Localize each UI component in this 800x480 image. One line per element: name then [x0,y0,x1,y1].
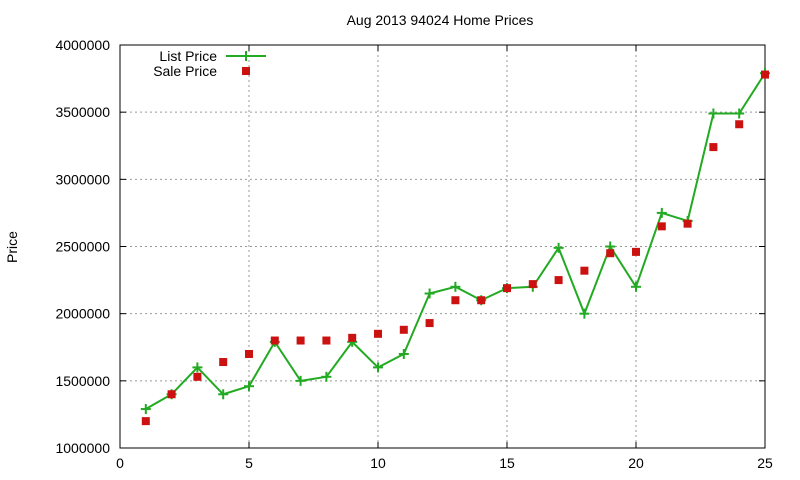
legend-marker-list-price [241,51,251,61]
sale-price-point [296,336,305,345]
sale-price-point [270,336,279,345]
sale-price-point [683,219,692,228]
legend: List Price Sale Price [153,48,266,79]
x-tick-label: 0 [116,455,124,471]
sale-price-point [528,280,537,289]
list-price-point [656,207,667,218]
sale-price-point [554,276,563,285]
list-price-point [295,375,306,386]
legend-cross-mark [241,51,251,61]
grid-lines [120,45,765,448]
sale-price-point [451,296,460,305]
list-price-point [553,242,564,253]
list-price-point [321,371,332,382]
y-tick-label: 1000000 [55,440,110,456]
sale-price-point [193,372,202,381]
sale-price-point [761,70,769,79]
list-price-point [450,281,461,292]
sale-price-point [348,333,357,342]
sale-price-point [503,284,511,293]
list-price-point [140,404,151,415]
list-price-point [398,348,409,359]
list-price-point [631,281,641,292]
x-tick-label: 15 [499,455,515,471]
sale-price-point [580,266,589,275]
list-price-point [708,108,719,119]
sale-price-point [141,417,150,426]
sale-price-point [477,296,486,305]
sale-price-point [606,249,615,258]
chart-title: Aug 2013 94024 Home Prices [347,12,534,28]
y-axis-label: Price [4,231,20,263]
x-tick-label: 5 [245,455,253,471]
list-price-point [373,362,383,373]
y-tick-label: 1500000 [55,373,110,389]
sale-price-point [374,329,382,338]
list-price-point [218,389,229,400]
sale-price-point [425,319,434,328]
sale-price-point [632,247,640,256]
sale-price-point [219,358,228,367]
list-price-point [579,308,590,319]
list-price-point [734,108,745,119]
list-price-point [244,381,254,392]
data-series [140,68,770,426]
sale-price-point [322,336,331,345]
y-tick-label: 3000000 [55,171,110,187]
list-price-point [192,362,203,373]
sale-price-point [167,390,176,399]
sale-price-point [399,325,408,334]
y-tick-label: 2000000 [55,306,110,322]
y-tick-label: 3500000 [55,104,110,120]
sale-price-point [735,120,744,129]
legend-marker-sale-price [242,67,250,75]
legend-label-sale-price: Sale Price [153,63,217,79]
y-tick-label: 2500000 [55,239,110,255]
sale-price-point [657,222,666,231]
y-tick-label: 4000000 [55,37,110,53]
legend-label-list-price: List Price [159,48,217,64]
sale-price-point [709,143,718,152]
x-tick-label: 10 [370,455,386,471]
x-tick-label: 20 [628,455,644,471]
list-price-point [424,288,435,299]
axis-ticks: 0 5 10 15 20 25 1000000 1500000 2000000 2500000 30… [55,37,773,471]
sale-price-point [245,349,253,358]
x-tick-label: 25 [757,455,773,471]
list-price-line [145,72,766,410]
